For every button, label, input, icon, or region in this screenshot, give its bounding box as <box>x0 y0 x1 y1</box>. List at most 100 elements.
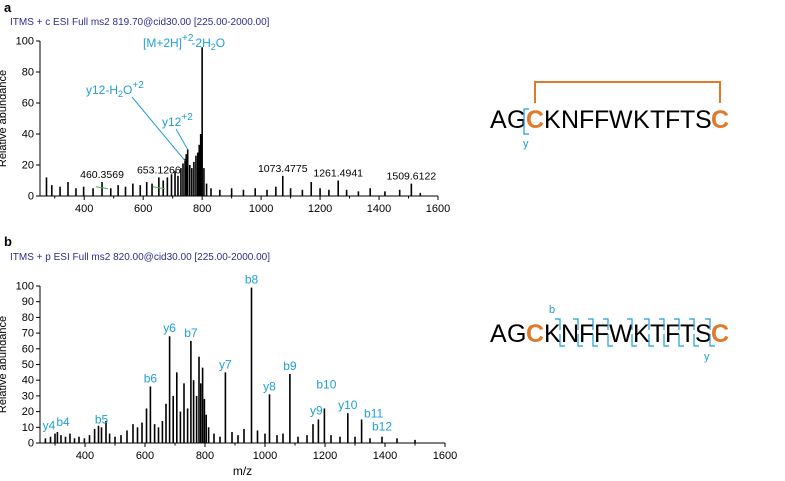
sequence-b: A G C K N F F W K T F T S Cby <box>490 304 729 363</box>
residue-N: N <box>561 320 579 348</box>
mass-label: 653.1266 <box>137 164 181 176</box>
y-fragment-bracket <box>577 334 583 347</box>
y-tick-label: 10 <box>22 422 34 434</box>
mass-label: 1073.4775 <box>258 163 308 175</box>
residue-T: T <box>650 106 665 134</box>
fragment-ion-label: b12 <box>372 420 392 434</box>
residue-K: K <box>544 106 561 134</box>
residue-G: G <box>507 320 526 348</box>
x-tick-label: 400 <box>75 203 93 215</box>
fragment-ion-label: y6 <box>163 321 176 335</box>
fragment-ion-label: b11 <box>364 406 383 420</box>
y-tick-label: 20 <box>22 160 34 172</box>
fragment-ion-label: b7 <box>184 326 198 340</box>
x-tick-label: 1000 <box>253 450 277 462</box>
fragment-bracket <box>523 108 529 135</box>
residue-T: T <box>650 320 665 348</box>
y-tick-label: 70 <box>22 328 34 340</box>
fragment-label-y: y <box>523 138 529 150</box>
residue-K: K <box>633 106 650 134</box>
x-tick-label: 1200 <box>313 450 337 462</box>
residue-F: F <box>594 320 609 348</box>
y-tick-label: 0 <box>28 191 34 203</box>
residue-C: C <box>526 320 544 348</box>
y-tick-label: 100 <box>16 36 34 48</box>
residue-F: F <box>594 106 609 134</box>
residue-S: S <box>695 106 712 134</box>
y-fragment-bracket <box>648 334 654 347</box>
x-tick-label: 1200 <box>308 203 332 215</box>
fragment-ion-label: y8 <box>263 379 276 393</box>
residue-C: C <box>711 106 729 134</box>
y12-water-loss-label: y12-H2O+2 <box>86 80 144 99</box>
b-fragment-bracket <box>644 318 650 330</box>
b-fragment-bracket <box>573 318 579 330</box>
fragment-label-y: y <box>704 351 710 363</box>
x-tick-label: 600 <box>136 450 154 462</box>
x-tick-label: 1000 <box>249 203 273 215</box>
y-fragment-bracket <box>709 334 715 347</box>
residue-F: F <box>665 320 680 348</box>
residue-F: F <box>579 106 594 134</box>
y-tick-label: 0 <box>28 438 34 450</box>
residue-T: T <box>680 106 695 134</box>
fragment-ion-label: y7 <box>219 357 232 371</box>
y-fragment-bracket <box>607 334 613 347</box>
y-tick-label: 40 <box>22 129 34 141</box>
y-tick-label: 20 <box>22 406 34 418</box>
residue-W: W <box>609 320 633 348</box>
residue-F: F <box>579 320 594 348</box>
residue-C: C <box>711 320 729 348</box>
x-tick-label: 1600 <box>426 203 450 215</box>
residue-W: W <box>609 106 633 134</box>
residue-C: C <box>526 106 544 134</box>
fragment-ion-label: y10 <box>338 398 358 412</box>
mass-label: 1509.6122 <box>387 171 437 183</box>
panel-a-letter: a <box>4 0 12 15</box>
y-tick-label: 60 <box>22 343 34 355</box>
label-leader <box>152 186 165 190</box>
b-fragment-bracket <box>588 318 594 330</box>
x-tick-label: 800 <box>196 450 214 462</box>
x-tick-label: 600 <box>134 203 152 215</box>
y-tick-label: 60 <box>22 98 34 110</box>
b-fragment-bracket <box>627 318 633 330</box>
panel-b-header: ITMS + p ESI Full ms2 820.00@cid30.00 [2… <box>10 252 270 263</box>
b-fragment-bracket <box>674 318 680 330</box>
residue-A: A <box>490 106 507 134</box>
fragment-ion-label: b6 <box>144 371 158 385</box>
y-fragment-bracket <box>678 334 684 347</box>
y-tick-label: 30 <box>22 390 34 402</box>
y-axis-label: Relative abundance <box>0 316 9 413</box>
panel-a-header: ITMS + c ESI Full ms2 819.70@cid30.00 [2… <box>10 17 270 28</box>
y-fragment-bracket <box>631 334 637 347</box>
fragment-ion-label: y4 <box>43 419 56 433</box>
y-tick-label: 80 <box>22 312 34 324</box>
residue-K: K <box>544 320 561 348</box>
label-leader <box>95 186 109 190</box>
y-tick-label: 50 <box>22 359 34 371</box>
b-fragment-bracket <box>555 318 561 330</box>
b-fragment-bracket <box>603 318 609 330</box>
mass-label: 460.3569 <box>80 169 124 181</box>
fragment-ion-label: y9 <box>310 403 323 417</box>
spectrum-b: 0 10 20 30 40 50 60 70 80 90 100 400 600 800 1000 1200 1… <box>0 273 457 478</box>
sequence-a: A G C K N F F W K T F T S Cy <box>490 81 729 150</box>
residue-N: N <box>561 106 579 134</box>
y-fragment-bracket <box>693 334 699 347</box>
precursor-label: [M+2H]+2-2H2O <box>143 33 225 52</box>
y-tick-label: 90 <box>22 296 34 308</box>
residue-T: T <box>680 320 695 348</box>
fragment-ion-label: b8 <box>245 273 259 287</box>
y-tick-label: 40 <box>22 375 34 387</box>
x-tick-label: 400 <box>76 450 94 462</box>
y-tick-label: 80 <box>22 67 34 79</box>
x-tick-label: 1400 <box>373 450 397 462</box>
annotation-leader <box>175 128 189 150</box>
residue-A: A <box>490 320 507 348</box>
b-fragment-bracket <box>705 318 711 330</box>
x-tick-label: 1400 <box>367 203 391 215</box>
fragment-ion-label: b5 <box>95 412 109 426</box>
annotation-leader <box>131 96 186 162</box>
